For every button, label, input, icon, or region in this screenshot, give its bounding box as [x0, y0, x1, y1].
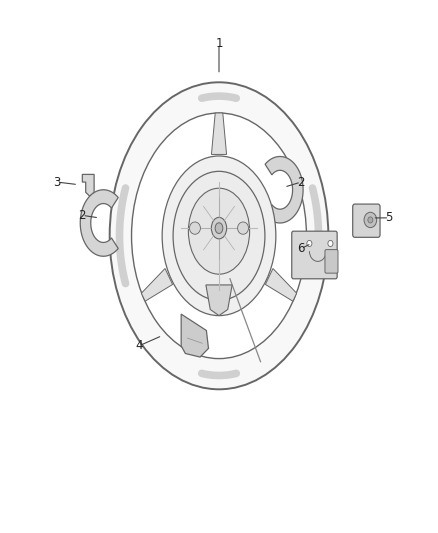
Ellipse shape	[215, 223, 223, 233]
FancyBboxPatch shape	[353, 204, 380, 237]
Text: 2: 2	[78, 209, 86, 222]
FancyBboxPatch shape	[325, 249, 338, 273]
Ellipse shape	[368, 217, 373, 223]
Ellipse shape	[162, 156, 276, 316]
Text: 6: 6	[297, 242, 305, 255]
Polygon shape	[141, 269, 173, 301]
Polygon shape	[80, 190, 118, 256]
Ellipse shape	[110, 82, 328, 389]
Text: 3: 3	[53, 175, 61, 189]
Ellipse shape	[190, 222, 201, 235]
Ellipse shape	[237, 222, 248, 235]
Text: 4: 4	[135, 340, 143, 352]
Polygon shape	[265, 157, 303, 223]
Ellipse shape	[307, 240, 312, 247]
Polygon shape	[181, 314, 208, 357]
FancyBboxPatch shape	[292, 231, 337, 279]
Text: 2: 2	[297, 175, 305, 189]
Ellipse shape	[328, 240, 333, 247]
Ellipse shape	[212, 217, 226, 239]
Ellipse shape	[188, 188, 250, 274]
Polygon shape	[265, 269, 297, 301]
Polygon shape	[212, 113, 226, 155]
Text: 5: 5	[385, 212, 393, 224]
Ellipse shape	[131, 113, 307, 359]
Polygon shape	[82, 174, 94, 196]
Ellipse shape	[364, 212, 377, 228]
Ellipse shape	[173, 171, 265, 300]
Text: 1: 1	[215, 37, 223, 51]
Polygon shape	[206, 285, 232, 316]
